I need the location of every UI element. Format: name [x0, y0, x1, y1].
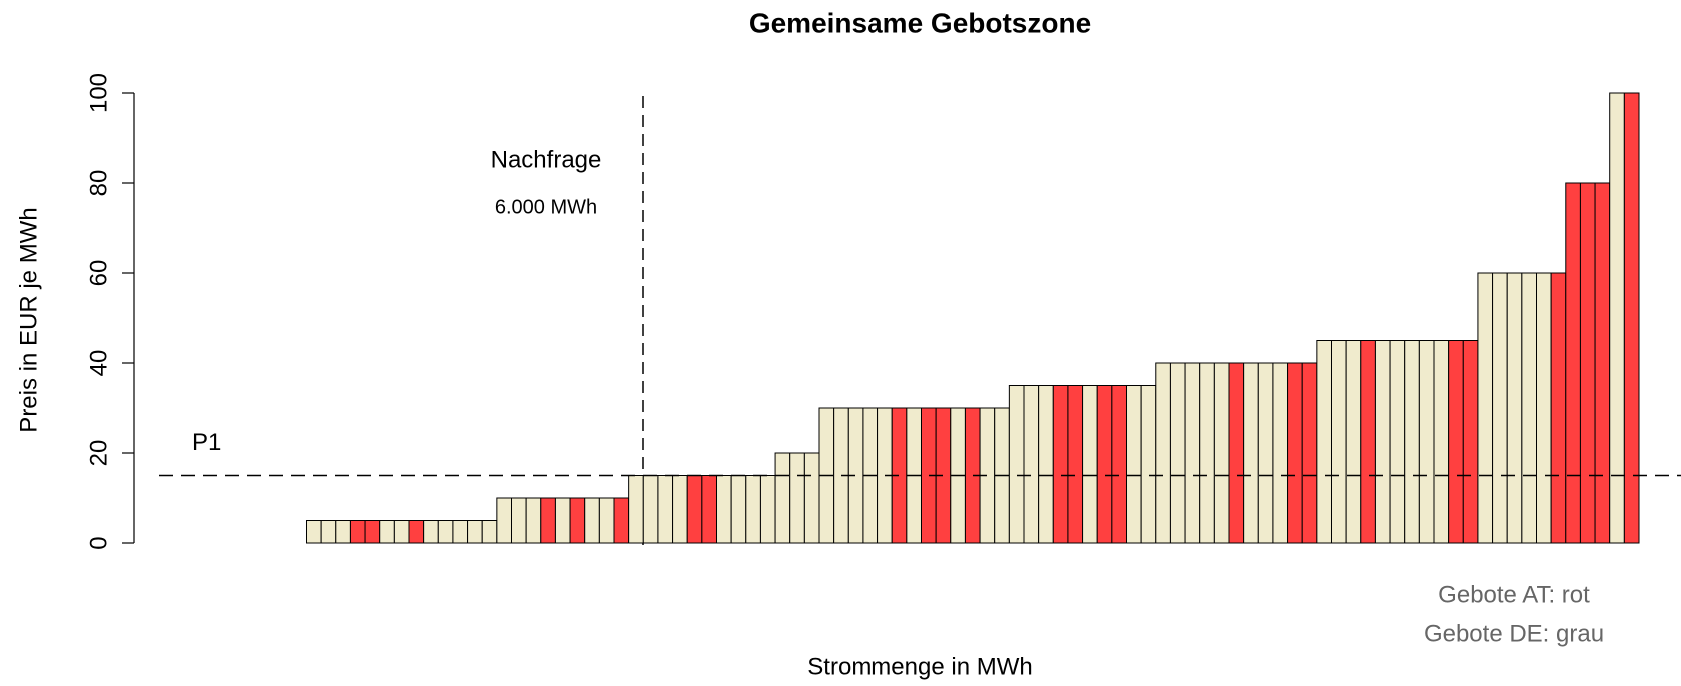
bar	[1492, 272, 1508, 544]
demand-label: Nachfrage	[491, 146, 602, 173]
bar	[1067, 385, 1084, 544]
demand-amount: 6.000 MWh	[495, 196, 597, 218]
bar	[423, 520, 439, 544]
bar	[1008, 385, 1025, 544]
y-tick-label: 40	[85, 350, 112, 377]
bar	[1316, 340, 1333, 544]
bar	[1199, 362, 1215, 544]
price-line-label: P1	[192, 429, 221, 456]
bar	[1448, 340, 1464, 544]
bar	[1404, 340, 1420, 544]
bar	[1579, 182, 1596, 544]
legend-note: Gebote AT: rot	[1438, 581, 1590, 608]
bar	[320, 520, 337, 544]
bar	[1360, 340, 1376, 544]
bar	[306, 520, 322, 544]
bar	[789, 452, 805, 544]
bar	[408, 520, 425, 544]
y-tick-label: 0	[85, 536, 112, 549]
bar	[1374, 340, 1391, 544]
bar	[452, 520, 469, 544]
bar	[1550, 272, 1567, 544]
bar	[598, 497, 615, 544]
bar	[437, 520, 454, 544]
bar	[672, 475, 688, 544]
bar	[1140, 385, 1157, 544]
bar	[759, 475, 776, 544]
bar	[364, 520, 381, 544]
bar	[1082, 385, 1098, 544]
bar	[701, 475, 717, 544]
bar	[467, 520, 483, 544]
bar	[1462, 340, 1479, 544]
bar	[525, 497, 542, 544]
bar	[774, 452, 791, 544]
bar	[540, 497, 556, 544]
bar	[1111, 385, 1128, 544]
bar	[657, 475, 674, 544]
bar	[1096, 385, 1113, 544]
y-tick-label: 60	[85, 260, 112, 287]
bar	[1433, 340, 1450, 544]
bar	[1623, 92, 1640, 544]
bar	[1023, 385, 1040, 544]
chart-title: Gemeinsame Gebotszone	[749, 7, 1091, 38]
bar	[1506, 272, 1523, 544]
y-tick-label: 80	[85, 170, 112, 197]
bar	[1287, 362, 1303, 544]
bar	[1331, 340, 1347, 544]
bar	[803, 452, 820, 544]
bar	[1565, 182, 1581, 544]
bar	[1126, 385, 1142, 544]
bar	[1228, 362, 1245, 544]
bar	[569, 497, 586, 544]
bar	[1389, 340, 1406, 544]
bar	[511, 497, 527, 544]
bar	[642, 475, 659, 544]
y-tick-label: 20	[85, 440, 112, 467]
bar	[1038, 385, 1054, 544]
bar	[716, 475, 732, 544]
bar	[686, 475, 703, 544]
bar	[1521, 272, 1538, 544]
bar	[1477, 272, 1494, 544]
bar	[1536, 272, 1552, 544]
bar	[1184, 362, 1201, 544]
bar	[628, 475, 644, 544]
bar	[481, 520, 498, 544]
bar	[1052, 385, 1069, 544]
bar	[1594, 182, 1611, 544]
bar	[1169, 362, 1186, 544]
bar	[335, 520, 351, 544]
bar	[1257, 362, 1274, 544]
bar	[1243, 362, 1259, 544]
bar	[745, 475, 761, 544]
y-axis-label: Preis in EUR je MWh	[15, 207, 42, 432]
y-tick-label: 100	[85, 73, 112, 113]
bar	[584, 497, 600, 544]
bar	[1272, 362, 1289, 544]
bar	[1345, 340, 1362, 544]
bar	[349, 520, 366, 544]
legend-note: Gebote DE: grau	[1424, 620, 1604, 647]
bar	[379, 520, 395, 544]
bar	[554, 497, 571, 544]
bar	[393, 520, 410, 544]
bar	[1301, 362, 1318, 544]
bar	[1418, 340, 1435, 544]
bar	[613, 497, 630, 544]
bar	[496, 497, 513, 544]
bar	[1213, 362, 1230, 544]
bar	[730, 475, 747, 544]
x-axis-label: Strommenge in MWh	[807, 653, 1032, 680]
bar	[1155, 362, 1171, 544]
